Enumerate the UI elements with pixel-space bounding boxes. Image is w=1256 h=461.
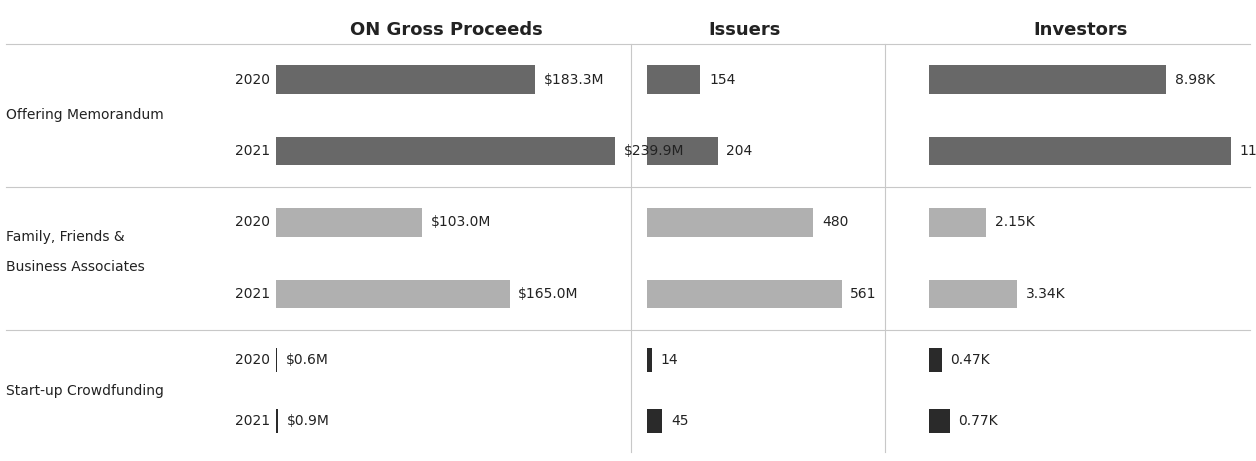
Text: ON Gross Proceeds: ON Gross Proceeds <box>349 21 543 39</box>
FancyBboxPatch shape <box>276 65 535 94</box>
Text: Investors: Investors <box>1032 21 1128 39</box>
Text: $183.3M: $183.3M <box>544 72 604 87</box>
Text: 2021: 2021 <box>235 414 270 428</box>
FancyBboxPatch shape <box>929 208 986 237</box>
Text: Business Associates: Business Associates <box>6 260 144 274</box>
Text: 2020: 2020 <box>235 215 270 230</box>
Text: Start-up Crowdfunding: Start-up Crowdfunding <box>6 384 165 398</box>
Text: $0.6M: $0.6M <box>286 353 329 367</box>
Text: 0.77K: 0.77K <box>958 414 999 428</box>
Text: 2021: 2021 <box>235 287 270 301</box>
Text: 480: 480 <box>823 215 849 230</box>
Text: 11.44K: 11.44K <box>1240 144 1256 158</box>
FancyBboxPatch shape <box>276 137 615 165</box>
Text: 561: 561 <box>850 287 877 301</box>
FancyBboxPatch shape <box>647 137 717 165</box>
Text: $239.9M: $239.9M <box>624 144 685 158</box>
FancyBboxPatch shape <box>929 137 1231 165</box>
Text: Family, Friends &: Family, Friends & <box>6 230 124 244</box>
Text: 2021: 2021 <box>235 144 270 158</box>
Text: Offering Memorandum: Offering Memorandum <box>6 108 165 122</box>
Text: 3.34K: 3.34K <box>1026 287 1066 301</box>
Text: $165.0M: $165.0M <box>519 287 579 301</box>
Text: 45: 45 <box>671 414 688 428</box>
FancyBboxPatch shape <box>276 279 510 308</box>
FancyBboxPatch shape <box>929 409 950 433</box>
FancyBboxPatch shape <box>647 279 842 308</box>
FancyBboxPatch shape <box>276 409 278 433</box>
FancyBboxPatch shape <box>929 279 1017 308</box>
Text: 154: 154 <box>710 72 736 87</box>
FancyBboxPatch shape <box>647 348 652 372</box>
Text: 0.47K: 0.47K <box>951 353 990 367</box>
FancyBboxPatch shape <box>929 348 942 372</box>
FancyBboxPatch shape <box>647 409 662 433</box>
FancyBboxPatch shape <box>276 208 422 237</box>
FancyBboxPatch shape <box>647 65 701 94</box>
FancyBboxPatch shape <box>647 208 814 237</box>
Text: 2.15K: 2.15K <box>995 215 1035 230</box>
Text: 8.98K: 8.98K <box>1174 72 1215 87</box>
Text: 2020: 2020 <box>235 72 270 87</box>
FancyBboxPatch shape <box>929 65 1166 94</box>
Text: Issuers: Issuers <box>708 21 780 39</box>
Text: 204: 204 <box>726 144 752 158</box>
Text: 2020: 2020 <box>235 353 270 367</box>
Text: $103.0M: $103.0M <box>431 215 491 230</box>
Text: 14: 14 <box>661 353 678 367</box>
Text: $0.9M: $0.9M <box>286 414 329 428</box>
